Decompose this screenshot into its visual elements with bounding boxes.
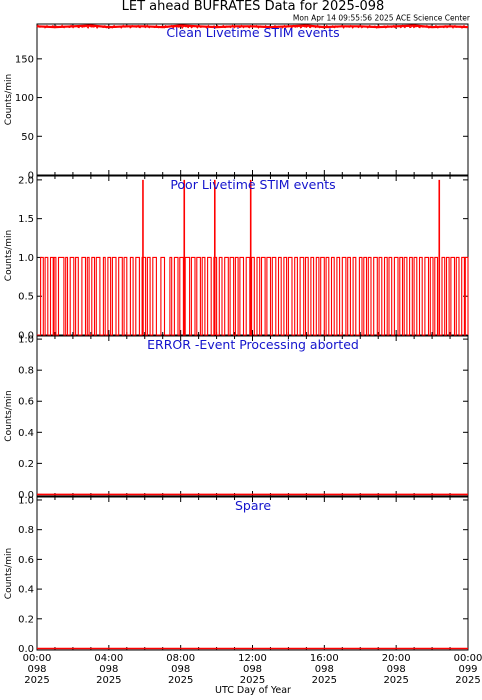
y-tick-label: 0.8 (18, 525, 34, 536)
y-axis-label: Counts/min (4, 548, 14, 599)
x-tick-label: 12:00 (238, 653, 267, 664)
x-tick-label: 098 (315, 664, 334, 675)
panel-frame (36, 23, 469, 176)
y-axis-label: Counts/min (4, 74, 14, 125)
panel-frame (36, 496, 469, 651)
y-tick-label: 0 (28, 171, 34, 182)
panel-2: 0.0 0.5 1.0 1.5 2.0 Counts/min Poor Livetime S… (4, 175, 469, 342)
y-axis-label: Counts/min (4, 230, 14, 281)
x-tick-label: 099 (458, 664, 477, 675)
x-tick-label: 2025 (455, 675, 480, 686)
x-tick-label: 098 (27, 664, 46, 675)
x-tick-label: 2025 (168, 675, 193, 686)
y-tick-label: 0.2 (18, 614, 34, 625)
x-tick-label: 08:00 (166, 653, 195, 664)
y-tick-label: 0.4 (18, 428, 34, 439)
panel-3: 0.0 0.2 0.4 0.6 0.8 1.0 Counts/min ERROR -Event… (4, 335, 469, 501)
y-tick-label: 0.0 (18, 490, 34, 501)
panel-frame (36, 335, 469, 497)
y-tick-label: 0.0 (18, 331, 34, 342)
y-tick-label: 150 (15, 54, 34, 65)
timestamp: Mon Apr 14 09:55:56 2025 ACE Science Cen… (293, 14, 471, 23)
y-tick-label: 1.0 (18, 253, 34, 264)
panel-title: Clean Livetime STIM events (166, 25, 339, 40)
panel-frame (36, 175, 469, 336)
panel-title: Poor Livetime STIM events (170, 177, 335, 192)
x-tick-label: 2025 (383, 675, 408, 686)
y-tick-label: 1.0 (18, 495, 34, 506)
y-tick-label: 0.8 (18, 366, 34, 377)
y-tick-label: 0.0 (18, 644, 34, 655)
x-axis: 00:00098202504:00098202508:00098202512:0… (23, 653, 482, 686)
x-tick-label: 2025 (96, 675, 121, 686)
x-tick-label: 00:00 (454, 653, 482, 664)
x-axis-label: UTC Day of Year (215, 685, 291, 696)
y-tick-label: 0.6 (18, 397, 34, 408)
y-tick-label: 0.5 (18, 292, 34, 303)
series-jitter (36, 24, 469, 30)
y-tick-label: 1.5 (18, 214, 34, 225)
y-axis-label: Counts/min (4, 390, 14, 441)
panel-title: Spare (235, 498, 271, 513)
x-tick-label: 2025 (240, 675, 265, 686)
y-tick-label: 0.6 (18, 555, 34, 566)
x-tick-label: 098 (99, 664, 118, 675)
pulse-series (37, 256, 469, 336)
x-tick-label: 2025 (24, 675, 49, 686)
y-tick-label: 0.4 (18, 585, 34, 596)
x-tick-label: 098 (387, 664, 406, 675)
y-tick-label: 0.2 (18, 459, 34, 470)
x-tick-label: 04:00 (94, 653, 123, 664)
panel-title: ERROR -Event Processing aborted (147, 337, 359, 352)
chart-title: LET ahead BUFRATES Data for 2025-098 (122, 0, 385, 14)
x-tick-label: 2025 (312, 675, 337, 686)
x-tick-label: 20:00 (382, 653, 411, 664)
x-tick-label: 098 (171, 664, 190, 675)
y-tick-label: 50 (21, 132, 34, 143)
x-tick-label: 098 (243, 664, 262, 675)
y-tick-label: 2.0 (18, 175, 34, 186)
x-tick-label: 00:00 (23, 653, 52, 664)
panel-4: 0.0 0.2 0.4 0.6 0.8 1.0 Counts/min Spare (4, 495, 469, 655)
y-tick-label: 100 (15, 93, 34, 104)
x-tick-label: 16:00 (310, 653, 339, 664)
y-tick-label: 1.0 (18, 335, 34, 346)
